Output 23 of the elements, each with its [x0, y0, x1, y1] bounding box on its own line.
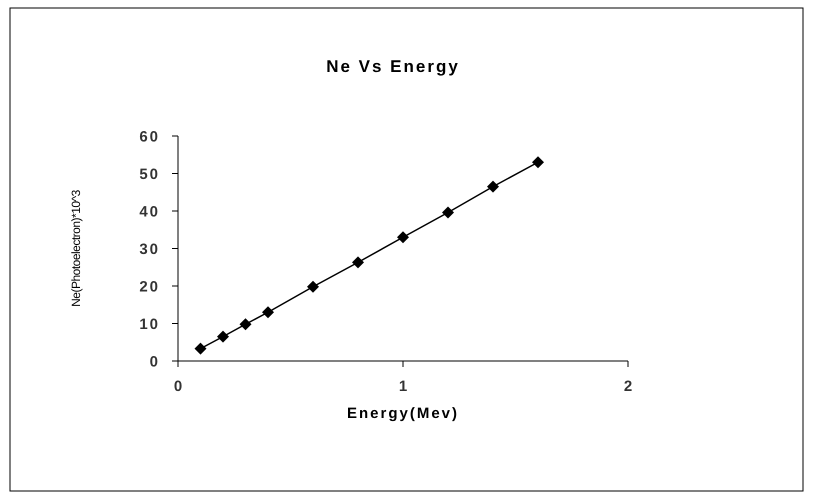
y-tick-label: 50 — [139, 166, 160, 183]
y-tick-label: 30 — [139, 240, 160, 258]
y-tick-label: 10 — [139, 316, 160, 333]
x-axis-title: Energy(Mev) — [346, 405, 460, 422]
point — [487, 180, 499, 193]
point — [240, 318, 252, 330]
point — [397, 231, 409, 244]
point — [352, 256, 364, 268]
point — [217, 330, 229, 343]
y-tick-label: 20 — [139, 278, 160, 296]
point — [307, 280, 319, 293]
y-tick-label: 0 — [150, 353, 160, 370]
y-tick-label: 40 — [139, 203, 160, 220]
point — [194, 342, 206, 355]
y-tick-label: 60 — [139, 128, 160, 146]
point — [262, 306, 274, 318]
chart-title: Ne Vs Energy — [326, 57, 460, 76]
point — [442, 206, 454, 218]
x-tick-label: 0 — [174, 378, 182, 395]
point — [532, 156, 544, 168]
y-axis-title: Ne(Photoelectron)*10^3 — [69, 189, 83, 307]
x-tick-label: 1 — [398, 378, 408, 395]
x-tick-label: 2 — [624, 378, 632, 395]
